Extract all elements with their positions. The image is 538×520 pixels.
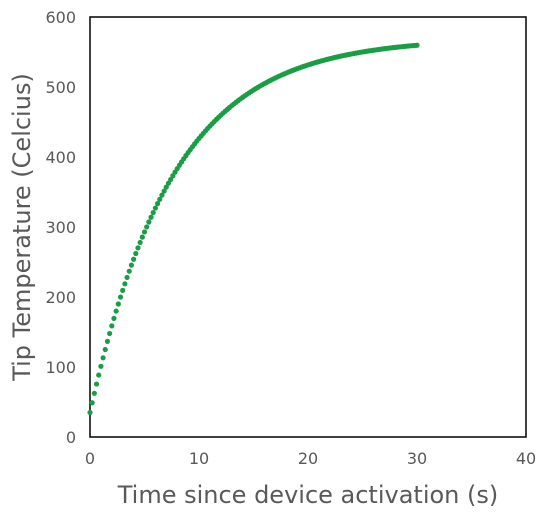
- data-point: [120, 287, 126, 293]
- data-point: [161, 188, 167, 194]
- x-tick-label: 10: [189, 449, 209, 468]
- data-point: [139, 234, 145, 240]
- data-point: [87, 409, 93, 416]
- data-point: [165, 180, 172, 186]
- y-tick-label: 100: [45, 358, 76, 377]
- data-point: [159, 192, 165, 198]
- data-point: [93, 381, 100, 387]
- y-tick-label: 500: [45, 78, 76, 97]
- y-tick-label: 300: [45, 218, 76, 237]
- data-point: [152, 205, 158, 211]
- y-tick-label: 600: [45, 8, 76, 27]
- x-axis-title: Time since device activation (s): [117, 481, 499, 509]
- data-point: [111, 315, 117, 321]
- data-point: [148, 214, 154, 220]
- data-point: [91, 390, 97, 396]
- data-point: [107, 330, 113, 337]
- data-point: [150, 209, 156, 216]
- x-tick-label: 0: [85, 449, 95, 468]
- data-point: [154, 201, 161, 207]
- data-points: [87, 42, 420, 416]
- data-point: [157, 196, 163, 202]
- data-point: [98, 363, 104, 369]
- data-point: [102, 346, 108, 353]
- data-point: [96, 372, 102, 378]
- data-point: [414, 42, 420, 48]
- y-axis-title: Tip Temperature (Celcius): [8, 73, 36, 382]
- data-point: [109, 323, 115, 329]
- data-point: [100, 355, 106, 361]
- data-point: [89, 400, 95, 406]
- data-point: [128, 262, 135, 268]
- data-point: [141, 229, 148, 235]
- y-tick-label: 200: [45, 288, 76, 307]
- data-point: [126, 268, 132, 274]
- x-tick-labels: 0 10 20 30 40: [85, 449, 536, 468]
- data-point: [117, 294, 124, 300]
- data-point: [122, 281, 128, 287]
- x-tick-label: 20: [298, 449, 318, 468]
- y-tick-labels: 0 100 200 300 400 500 600: [45, 8, 76, 447]
- data-point: [133, 250, 139, 257]
- data-point: [163, 184, 169, 190]
- data-point: [115, 301, 121, 307]
- plot-area-frame: [89, 16, 527, 438]
- data-point: [113, 308, 119, 314]
- data-point: [124, 274, 130, 281]
- data-point: [131, 256, 137, 262]
- y-tick-label: 400: [45, 148, 76, 167]
- data-point: [137, 239, 143, 246]
- x-tick-label: 30: [407, 449, 427, 468]
- data-point: [144, 224, 150, 230]
- y-tick-label: 0: [66, 428, 76, 447]
- data-point: [135, 245, 141, 251]
- data-point: [104, 338, 111, 344]
- data-point: [146, 219, 152, 225]
- x-tick-label: 40: [516, 449, 536, 468]
